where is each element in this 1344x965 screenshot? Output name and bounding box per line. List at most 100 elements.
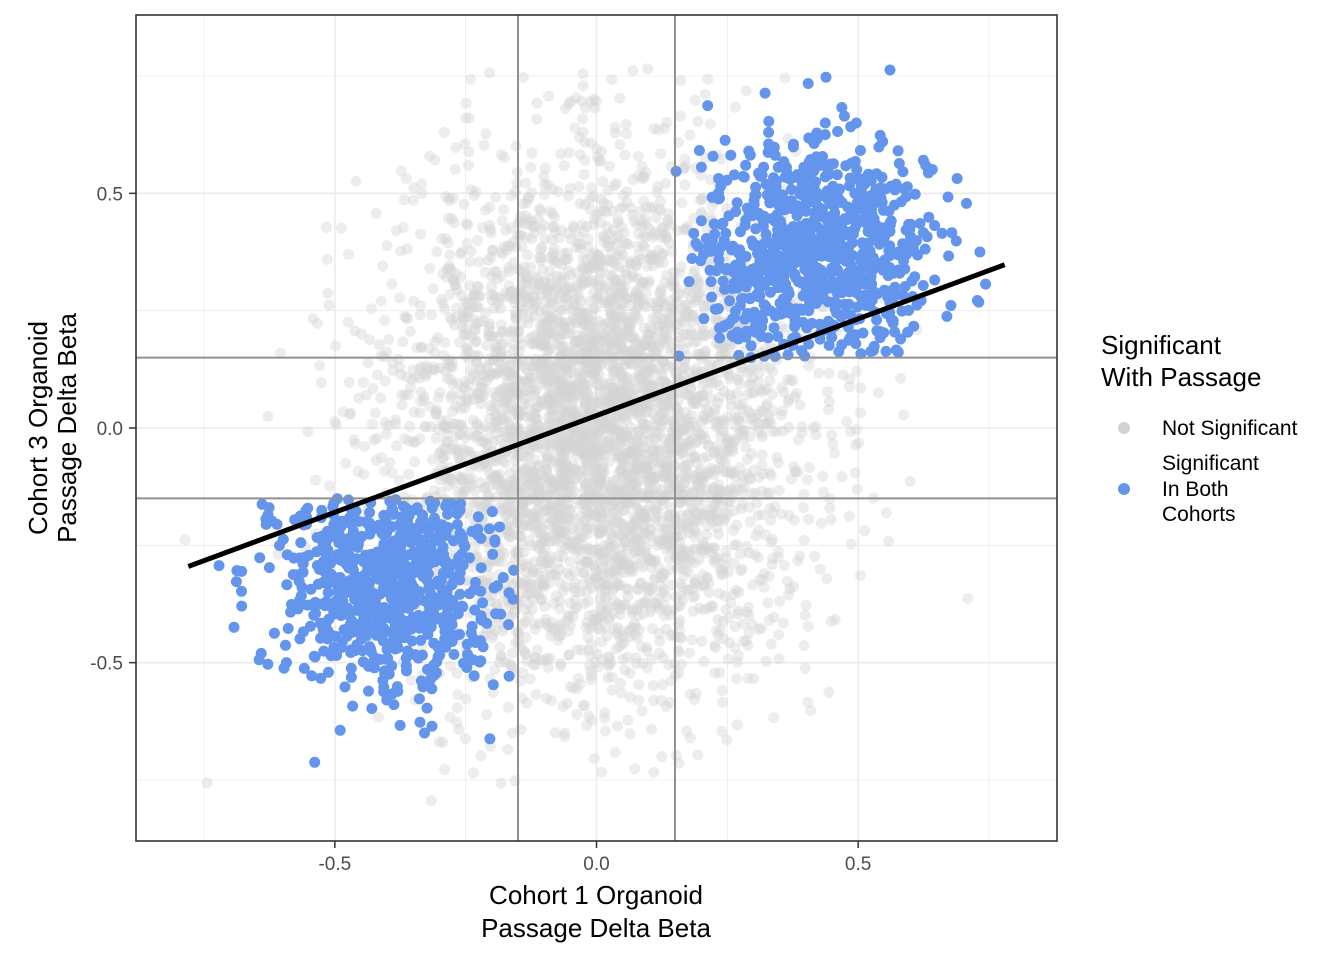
scatter-point-not-significant — [610, 122, 621, 133]
scatter-point-not-significant — [556, 375, 567, 386]
scatter-point-significant — [727, 313, 738, 324]
scatter-point-not-significant — [577, 113, 588, 124]
scatter-point-not-significant — [716, 455, 727, 466]
scatter-point-not-significant — [898, 409, 909, 420]
scatter-point-not-significant — [541, 392, 552, 403]
scatter-point-not-significant — [625, 692, 636, 703]
scatter-point-not-significant — [371, 208, 382, 219]
scatter-point-not-significant — [659, 600, 670, 611]
scatter-point-not-significant — [505, 532, 516, 543]
scatter-point-not-significant — [415, 229, 426, 240]
scatter-point-not-significant — [690, 95, 701, 106]
scatter-point-not-significant — [460, 376, 471, 387]
scatter-point-not-significant — [396, 400, 407, 411]
scatter-point-not-significant — [560, 341, 571, 352]
scatter-point-not-significant — [607, 685, 618, 696]
scatter-point-not-significant — [729, 642, 740, 653]
scatter-point-not-significant — [802, 474, 813, 485]
scatter-point-significant — [710, 304, 721, 315]
scatter-point-not-significant — [457, 474, 468, 485]
scatter-point-not-significant — [709, 446, 720, 457]
scatter-point-not-significant — [321, 222, 332, 233]
scatter-point-not-significant — [358, 469, 369, 480]
scatter-point-not-significant — [540, 275, 551, 286]
scatter-point-not-significant — [541, 693, 552, 704]
scatter-point-not-significant — [583, 632, 594, 643]
scatter-point-not-significant — [627, 428, 638, 439]
scatter-point-not-significant — [394, 475, 405, 486]
scatter-point-not-significant — [837, 471, 848, 482]
scatter-point-not-significant — [527, 566, 538, 577]
scatter-point-significant — [855, 145, 866, 156]
scatter-point-not-significant — [464, 446, 475, 457]
scatter-point-not-significant — [563, 439, 574, 450]
scatter-point-not-significant — [641, 373, 652, 384]
scatter-point-not-significant — [692, 116, 703, 127]
scatter-point-not-significant — [724, 370, 735, 381]
scatter-point-not-significant — [641, 301, 652, 312]
scatter-point-significant — [881, 346, 892, 357]
scatter-point-not-significant — [486, 368, 497, 379]
scatter-point-not-significant — [455, 429, 466, 440]
scatter-point-not-significant — [695, 195, 706, 206]
scatter-point-not-significant — [468, 415, 479, 426]
scatter-point-not-significant — [586, 182, 597, 193]
scatter-point-not-significant — [515, 230, 526, 241]
scatter-point-not-significant — [555, 661, 566, 672]
scatter-point-not-significant — [609, 180, 620, 191]
scatter-point-not-significant — [409, 407, 420, 418]
scatter-point-not-significant — [465, 365, 476, 376]
scatter-point-significant — [858, 328, 869, 339]
scatter-point-not-significant — [599, 707, 610, 718]
scatter-point-not-significant — [316, 377, 327, 388]
scatter-point-not-significant — [529, 619, 540, 630]
scatter-point-not-significant — [521, 698, 532, 709]
scatter-point-not-significant — [560, 351, 571, 362]
scatter-point-not-significant — [562, 283, 573, 294]
scatter-point-not-significant — [504, 468, 515, 479]
scatter-point-not-significant — [732, 719, 743, 730]
scatter-point-not-significant — [759, 385, 770, 396]
scatter-point-not-significant — [614, 93, 625, 104]
scatter-point-not-significant — [460, 733, 471, 744]
scatter-point-not-significant — [726, 468, 737, 479]
scatter-point-not-significant — [778, 387, 789, 398]
scatter-point-not-significant — [721, 546, 732, 557]
scatter-point-significant — [696, 162, 707, 173]
scatter-point-not-significant — [728, 525, 739, 536]
scatter-point-not-significant — [675, 75, 686, 86]
scatter-point-not-significant — [385, 457, 396, 468]
scatter-point-not-significant — [459, 402, 470, 413]
scatter-point-not-significant — [574, 132, 585, 143]
scatter-point-not-significant — [731, 673, 742, 684]
scatter-point-not-significant — [485, 289, 496, 300]
scatter-point-not-significant — [620, 150, 631, 161]
scatter-point-not-significant — [761, 418, 772, 429]
scatter-point-not-significant — [371, 433, 382, 444]
scatter-point-not-significant — [571, 709, 582, 720]
scatter-point-not-significant — [621, 414, 632, 425]
scatter-point-not-significant — [653, 363, 664, 374]
scatter-point-not-significant — [651, 413, 662, 424]
scatter-point-not-significant — [486, 227, 497, 238]
scatter-point-not-significant — [577, 369, 588, 380]
scatter-point-not-significant — [766, 639, 777, 650]
scatter-point-not-significant — [510, 242, 521, 253]
scatter-point-not-significant — [802, 697, 813, 708]
scatter-point-significant — [820, 118, 831, 129]
scatter-point-not-significant — [524, 373, 535, 384]
scatter-point-not-significant — [468, 768, 479, 779]
scatter-point-not-significant — [773, 457, 784, 468]
scatter-point-not-significant — [647, 623, 658, 634]
scatter-point-not-significant — [722, 412, 733, 423]
scatter-point-not-significant — [498, 204, 509, 215]
scatter-point-not-significant — [596, 358, 607, 369]
scatter-point-not-significant — [622, 380, 633, 391]
scatter-point-not-significant — [416, 188, 427, 199]
scatter-point-not-significant — [844, 374, 855, 385]
scatter-point-not-significant — [473, 302, 484, 313]
scatter-point-not-significant — [510, 481, 521, 492]
scatter-point-not-significant — [686, 326, 697, 337]
scatter-point-not-significant — [476, 750, 487, 761]
scatter-point-not-significant — [529, 556, 540, 567]
